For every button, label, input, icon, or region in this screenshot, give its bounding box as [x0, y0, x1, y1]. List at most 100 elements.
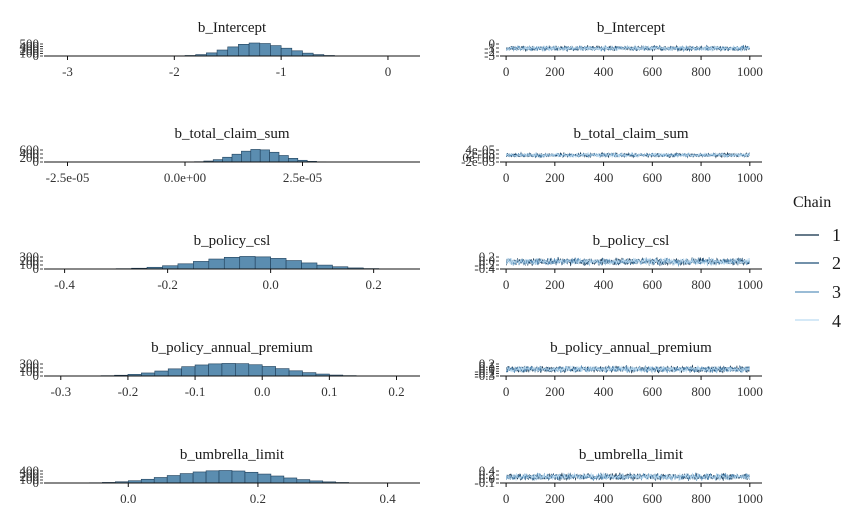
- y-tick-label: -0.1: [474, 363, 495, 378]
- histogram-bar: [238, 43, 250, 57]
- x-tick-label: 400: [594, 277, 614, 292]
- histogram-bar: [235, 363, 250, 377]
- x-tick-label: -0.2: [157, 277, 178, 292]
- trace-line-chain-4: [506, 44, 750, 53]
- legend-title: Chain: [793, 194, 831, 211]
- y-tick-label: 400: [20, 38, 40, 53]
- x-tick-label: 1000: [737, 170, 763, 185]
- panel-title: b_Intercept: [597, 20, 666, 36]
- y-tick-label: 0.4: [479, 463, 496, 478]
- histogram-bar: [205, 470, 220, 484]
- x-tick-label: -2.5e-05: [46, 170, 90, 185]
- y-tick-label: 0.0: [479, 361, 495, 376]
- histogram-bar: [208, 363, 223, 377]
- histogram-bar: [223, 256, 241, 270]
- panel-8-trace: b_policy_annual_premium 0 200 400 600 800 1000…: [474, 340, 762, 399]
- histogram-bar: [192, 471, 207, 484]
- legend-label-chain-2: 2: [832, 253, 841, 273]
- histogram-bar: [270, 45, 282, 57]
- y-tick-label: -3: [484, 48, 495, 63]
- x-tick-label: 1000: [737, 491, 763, 506]
- y-tick-label: 0: [33, 48, 40, 63]
- x-tick-label: 0.0e+00: [164, 170, 206, 185]
- y-tick-label: -2: [484, 44, 495, 59]
- x-tick-label: 600: [643, 170, 663, 185]
- x-tick-label: 0: [503, 384, 510, 399]
- x-tick-label: 0.0: [120, 491, 136, 506]
- x-tick-label: 400: [594, 491, 614, 506]
- x-tick-label: 0: [503, 491, 510, 506]
- panel-title: b_total_claim_sum: [175, 126, 290, 142]
- histogram-bar: [167, 368, 182, 377]
- y-tick-label: 200: [20, 150, 40, 165]
- y-tick-label: 300: [20, 41, 40, 56]
- legend-label-chain-1: 1: [832, 225, 841, 245]
- histogram-bar: [288, 370, 303, 377]
- histogram-bar: [285, 260, 302, 270]
- y-tick-label: 500: [20, 36, 40, 51]
- y-tick-label: 300: [20, 249, 40, 264]
- y-tick-label: 0: [33, 154, 40, 169]
- histogram-bar: [280, 47, 293, 57]
- y-tick-label: 300: [20, 466, 40, 481]
- x-tick-label: 800: [691, 384, 711, 399]
- histogram-bar: [194, 364, 209, 377]
- histogram-bar: [181, 366, 196, 377]
- x-tick-label: 600: [643, 277, 663, 292]
- legend-item-4: 4: [795, 311, 841, 331]
- legend-label-chain-4: 4: [832, 311, 841, 331]
- histogram-bar: [259, 43, 271, 57]
- histogram-bar: [208, 258, 225, 270]
- histogram-bar: [241, 150, 252, 163]
- x-tick-label: -2: [169, 64, 180, 79]
- histogram-bar: [218, 470, 233, 484]
- histogram-bar: [231, 153, 242, 163]
- x-tick-label: 0.2: [366, 277, 382, 292]
- trace-line-chain-1: [506, 364, 750, 374]
- legend-item-1: 1: [795, 225, 841, 245]
- y-tick-label: 200: [20, 469, 40, 484]
- histogram-bar: [166, 475, 181, 484]
- x-tick-label: 400: [594, 170, 614, 185]
- x-tick-label: -0.2: [118, 384, 139, 399]
- y-tick-label: 100: [20, 257, 40, 272]
- x-tick-label: 0: [503, 277, 510, 292]
- histogram-bar: [231, 470, 246, 484]
- histogram-bar: [288, 158, 299, 163]
- x-tick-label: -0.3: [50, 384, 71, 399]
- x-tick-label: 2.5e-05: [283, 170, 322, 185]
- histogram-bar: [244, 471, 259, 484]
- histogram-bar: [221, 363, 236, 377]
- x-tick-label: 600: [643, 64, 663, 79]
- y-tick-label: 300: [20, 356, 40, 371]
- histogram-bar: [302, 372, 317, 377]
- x-tick-label: 200: [545, 277, 565, 292]
- x-tick-label: 0.2: [388, 384, 404, 399]
- x-tick-label: 0.1: [321, 384, 337, 399]
- panel-title: b_umbrella_limit: [180, 447, 285, 463]
- panel-3-histogram: b_total_claim_sum -2.5e-05 0.0e+00 2.5e-05 6…: [20, 126, 420, 185]
- histogram-bar: [239, 256, 256, 270]
- histogram-bar: [316, 264, 333, 270]
- histogram-bar: [270, 258, 287, 270]
- chain-legend: Chain 1 2 3 4: [793, 194, 841, 331]
- x-tick-label: 1000: [737, 384, 763, 399]
- x-tick-label: 200: [545, 384, 565, 399]
- panel-title: b_Intercept: [198, 20, 267, 36]
- trace-line-chain-4: [506, 257, 750, 267]
- y-tick-label: -1: [484, 40, 495, 55]
- panel-10-trace: b_umbrella_limit 0 200 400 600 800 1000 0.40.20…: [474, 447, 762, 506]
- x-tick-label: 200: [545, 491, 565, 506]
- y-tick-label: 2e-05: [465, 146, 495, 161]
- panel-title: b_total_claim_sum: [574, 126, 689, 142]
- trace-line-chain-3: [506, 151, 750, 159]
- y-tick-label: 0.2: [479, 356, 495, 371]
- trace-line-chain-3: [506, 365, 750, 374]
- panel-title: b_policy_csl: [194, 233, 271, 249]
- y-tick-label: -0.2: [474, 257, 495, 272]
- histogram-bar: [278, 155, 289, 163]
- x-tick-label: 800: [691, 64, 711, 79]
- x-tick-label: 200: [545, 64, 565, 79]
- y-tick-label: 100: [20, 46, 40, 61]
- x-tick-label: 400: [594, 384, 614, 399]
